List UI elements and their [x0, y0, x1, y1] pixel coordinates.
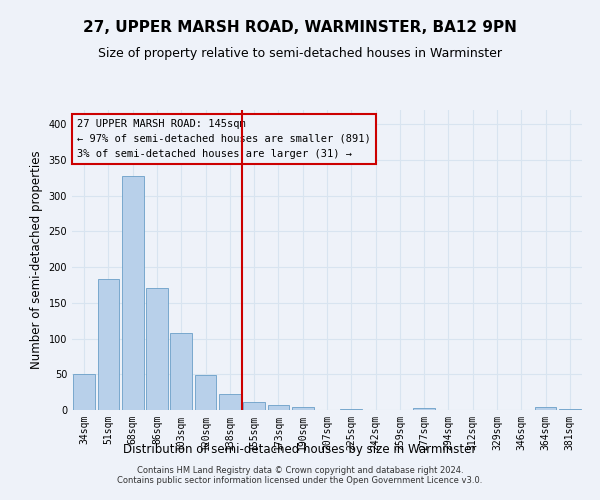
Text: 27 UPPER MARSH ROAD: 145sqm
← 97% of semi-detached houses are smaller (891)
3% o: 27 UPPER MARSH ROAD: 145sqm ← 97% of sem… — [77, 119, 371, 158]
Bar — [146, 288, 168, 410]
Bar — [170, 333, 192, 410]
Bar — [219, 394, 241, 410]
Bar — [194, 375, 217, 410]
Bar — [122, 176, 143, 410]
Bar — [559, 408, 581, 410]
Bar — [97, 280, 119, 410]
Y-axis label: Number of semi-detached properties: Number of semi-detached properties — [30, 150, 43, 370]
Bar — [292, 407, 314, 410]
Text: Size of property relative to semi-detached houses in Warminster: Size of property relative to semi-detach… — [98, 48, 502, 60]
Text: Distribution of semi-detached houses by size in Warminster: Distribution of semi-detached houses by … — [124, 442, 476, 456]
Text: 27, UPPER MARSH ROAD, WARMINSTER, BA12 9PN: 27, UPPER MARSH ROAD, WARMINSTER, BA12 9… — [83, 20, 517, 35]
Bar — [243, 402, 265, 410]
Bar — [73, 374, 95, 410]
Bar — [535, 407, 556, 410]
Bar — [268, 405, 289, 410]
Text: Contains HM Land Registry data © Crown copyright and database right 2024.
Contai: Contains HM Land Registry data © Crown c… — [118, 466, 482, 485]
Bar — [413, 408, 435, 410]
